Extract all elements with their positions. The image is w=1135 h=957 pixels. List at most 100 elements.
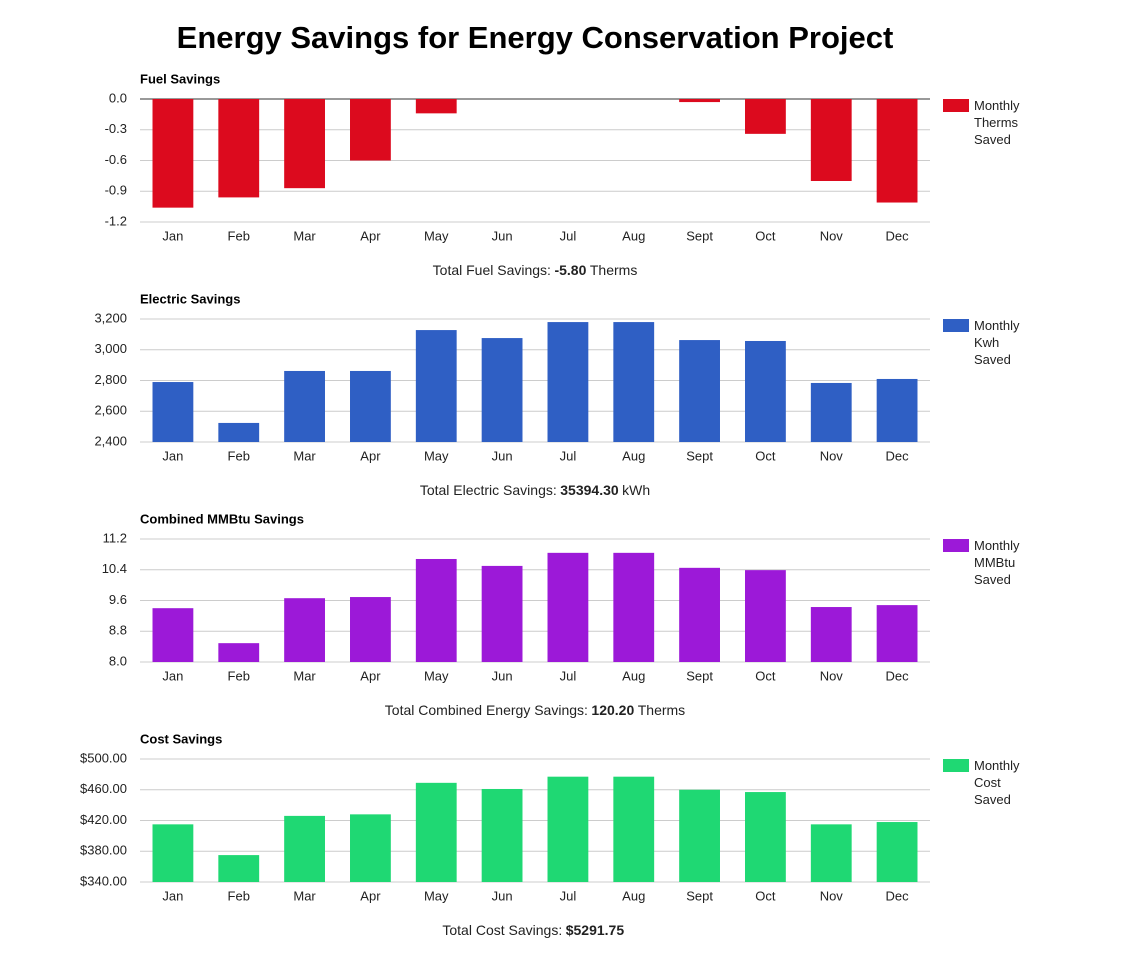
- x-tick-label: Apr: [360, 448, 381, 463]
- bar: [350, 597, 391, 662]
- y-tick-label: 3,000: [94, 341, 127, 356]
- x-tick-label: Mar: [293, 888, 316, 903]
- x-tick-label: Jan: [162, 888, 183, 903]
- y-tick-label: $380.00: [80, 843, 127, 858]
- bar: [613, 776, 655, 882]
- bar: [613, 322, 655, 442]
- legend-swatch: [943, 319, 969, 332]
- x-tick-label: Dec: [886, 888, 910, 903]
- bar: [415, 782, 457, 882]
- x-tick-label: Jun: [492, 888, 513, 903]
- bar: [547, 552, 589, 662]
- y-tick-label: 0.0: [109, 90, 127, 105]
- legend-label: Monthly Kwh Saved: [974, 318, 1020, 367]
- total-value: -5.80: [554, 262, 587, 278]
- x-tick-label: May: [424, 668, 449, 683]
- bar: [876, 822, 918, 882]
- x-tick-label: Nov: [820, 888, 844, 903]
- legend-label: Monthly MMBtu Saved: [974, 538, 1020, 587]
- x-tick-label: Nov: [820, 668, 844, 683]
- bar: [218, 855, 260, 882]
- bar: [481, 788, 523, 882]
- chart-title: Fuel Savings: [140, 71, 220, 86]
- legend-swatch: [943, 539, 969, 552]
- x-tick-label: Jan: [162, 228, 183, 243]
- y-tick-label: -0.3: [105, 121, 127, 136]
- total-label: Total Fuel Savings:: [432, 262, 551, 278]
- x-tick-label: Oct: [755, 668, 776, 683]
- x-tick-label: Oct: [755, 448, 776, 463]
- x-tick-label: Sept: [686, 888, 713, 903]
- legend-item: Monthly MMBtu Saved: [943, 538, 1026, 588]
- bar: [810, 382, 852, 442]
- y-tick-label: $460.00: [80, 781, 127, 796]
- bar: [547, 776, 589, 882]
- legend-item: Monthly Cost Saved: [943, 758, 1026, 808]
- x-tick-label: Aug: [622, 448, 645, 463]
- x-tick-label: Dec: [886, 228, 910, 243]
- bar: [284, 598, 325, 662]
- x-tick-label: Aug: [622, 888, 645, 903]
- total-value: 35394.30: [560, 482, 619, 498]
- x-tick-label: Mar: [293, 228, 316, 243]
- bar: [152, 382, 194, 442]
- y-tick-label: -0.9: [105, 183, 127, 198]
- x-tick-label: Jan: [162, 668, 183, 683]
- legend-swatch: [943, 759, 969, 772]
- total-note: Total Electric Savings: 35394.30 kWh: [0, 482, 1070, 498]
- x-tick-label: Jul: [560, 448, 577, 463]
- x-tick-label: Mar: [293, 668, 316, 683]
- x-tick-label: Oct: [755, 228, 776, 243]
- bar: [745, 340, 786, 442]
- y-tick-label: -1.2: [105, 213, 127, 228]
- bar: [284, 815, 325, 882]
- x-tick-label: Nov: [820, 228, 844, 243]
- x-tick-label: Feb: [228, 228, 250, 243]
- x-tick-label: Apr: [360, 228, 381, 243]
- y-tick-label: 2,600: [94, 403, 127, 418]
- x-tick-label: Sept: [686, 228, 713, 243]
- x-tick-label: Oct: [755, 888, 776, 903]
- bar: [547, 322, 589, 442]
- y-tick-label: 11.2: [103, 530, 127, 545]
- x-tick-label: Aug: [622, 228, 645, 243]
- x-tick-label: Dec: [886, 668, 910, 683]
- bar: [284, 99, 325, 189]
- total-note: Total Combined Energy Savings: 120.20 Ther…: [0, 702, 1070, 718]
- bar: [350, 370, 391, 442]
- bar: [679, 99, 720, 103]
- y-tick-label: $420.00: [80, 812, 127, 827]
- x-tick-label: Jun: [492, 668, 513, 683]
- bar: [810, 99, 852, 181]
- bar: [679, 789, 720, 882]
- bar: [218, 422, 260, 442]
- total-unit: kWh: [622, 482, 651, 498]
- x-tick-label: Feb: [228, 448, 250, 463]
- total-label: Total Combined Energy Savings:: [384, 702, 588, 718]
- y-tick-label: 8.0: [109, 653, 127, 668]
- chart-title: Combined MMBtu Savings: [140, 511, 304, 526]
- x-tick-label: Jan: [162, 448, 183, 463]
- y-tick-label: -0.6: [105, 152, 127, 167]
- bar: [415, 99, 457, 114]
- total-value: 120.20: [591, 702, 635, 718]
- page-title: Energy Savings for Energy Conservation P…: [177, 20, 894, 55]
- y-tick-label: 9.6: [109, 592, 127, 607]
- bar: [745, 99, 786, 134]
- y-tick-label: 8.8: [109, 623, 127, 638]
- bar: [152, 99, 194, 208]
- bar: [613, 552, 655, 662]
- bar: [218, 99, 260, 198]
- x-tick-label: May: [424, 228, 449, 243]
- bar: [152, 608, 194, 662]
- bar: [350, 99, 391, 161]
- x-tick-label: May: [424, 448, 449, 463]
- x-tick-label: May: [424, 888, 449, 903]
- x-tick-label: Feb: [228, 888, 250, 903]
- y-tick-label: $500.00: [80, 750, 127, 765]
- total-label: Total Electric Savings:: [419, 482, 557, 498]
- y-tick-label: 2,400: [94, 433, 127, 448]
- legend-item: Monthly Therms Saved: [943, 98, 1026, 148]
